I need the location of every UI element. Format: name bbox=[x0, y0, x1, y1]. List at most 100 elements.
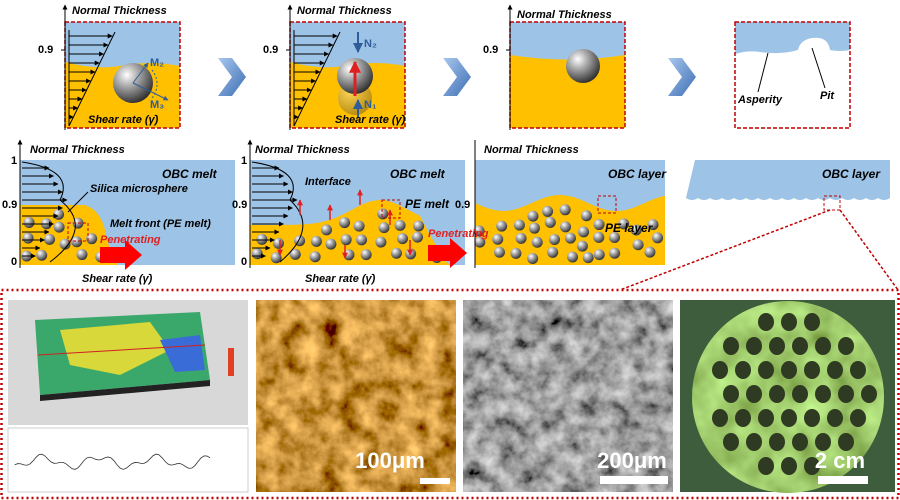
lotus-hole bbox=[746, 385, 762, 403]
annotation: PE melt bbox=[405, 197, 450, 211]
microsphere bbox=[632, 239, 644, 251]
microsphere bbox=[544, 216, 556, 228]
leader bbox=[757, 52, 769, 93]
annotation: Silica microsphere bbox=[90, 183, 188, 195]
flow-label: Penetrating bbox=[100, 234, 161, 246]
microsphere bbox=[71, 236, 83, 248]
tick-label: 0.9 bbox=[483, 44, 498, 56]
force-label: N₂ bbox=[364, 38, 377, 50]
region-label: OBC melt bbox=[162, 167, 218, 181]
region-label: PE layer bbox=[605, 221, 654, 235]
scale-bar bbox=[818, 476, 868, 484]
microsphere bbox=[576, 240, 588, 252]
microsphere bbox=[578, 226, 590, 238]
lotus-hole bbox=[792, 385, 808, 403]
zoom-line bbox=[619, 209, 831, 291]
flow-arrow bbox=[428, 238, 467, 268]
force-label: N₁ bbox=[364, 99, 377, 111]
microsphere bbox=[493, 246, 505, 258]
tick-label: 0.9 bbox=[232, 199, 247, 211]
microsphere bbox=[320, 224, 332, 236]
step-arrow bbox=[218, 58, 246, 96]
lotus-hole bbox=[827, 409, 843, 427]
obc-layer bbox=[686, 160, 890, 200]
lotus-hole bbox=[838, 433, 854, 451]
surface-base bbox=[40, 380, 210, 401]
microsphere bbox=[375, 236, 387, 248]
lotus-hole bbox=[861, 385, 877, 403]
axis-label: Shear rate (γ̇) bbox=[305, 273, 376, 285]
panel-border bbox=[509, 21, 626, 129]
axis-label: Normal Thickness bbox=[255, 144, 350, 156]
tick-label: 0 bbox=[241, 256, 247, 268]
axis-label: Normal Thickness bbox=[517, 9, 612, 21]
profile-trace bbox=[14, 453, 211, 470]
lotus-hole bbox=[838, 385, 854, 403]
feature-label: Pit bbox=[820, 90, 835, 102]
highlight bbox=[597, 195, 617, 214]
microsphere bbox=[86, 233, 98, 245]
lotus-hole bbox=[850, 409, 866, 427]
microsphere bbox=[44, 233, 56, 245]
photo-frame bbox=[0, 288, 900, 500]
photos: 100μm 200μm 2 cm bbox=[0, 288, 900, 500]
microsphere bbox=[53, 208, 65, 220]
line-profile bbox=[7, 427, 249, 493]
microsphere bbox=[515, 232, 527, 244]
lotus-hole bbox=[781, 361, 797, 379]
leader bbox=[67, 191, 89, 213]
microsphere bbox=[593, 219, 605, 231]
highlight bbox=[67, 222, 89, 242]
microsphere bbox=[397, 233, 409, 245]
lotus-hole bbox=[712, 361, 728, 379]
microsphere bbox=[527, 253, 539, 265]
step-arrow bbox=[668, 58, 696, 96]
microsphere bbox=[580, 210, 592, 222]
axis-label: Normal Thickness bbox=[484, 144, 579, 156]
flow-label: Penetrating bbox=[428, 228, 489, 240]
microsphere bbox=[353, 220, 365, 232]
annotation: Interface bbox=[305, 176, 351, 188]
microsphere bbox=[22, 232, 34, 244]
microsphere bbox=[542, 205, 554, 217]
panel-border bbox=[734, 21, 851, 129]
microsphere bbox=[360, 249, 372, 261]
scale-bar-label: 200μm bbox=[597, 448, 667, 473]
highlight bbox=[381, 199, 401, 219]
microsphere bbox=[272, 237, 284, 249]
microsphere bbox=[559, 204, 571, 216]
diagram bbox=[17, 4, 899, 291]
microsphere bbox=[289, 248, 301, 260]
axis-label: Normal Thickness bbox=[30, 144, 125, 156]
lotus-hole bbox=[769, 433, 785, 451]
tick-label: 0 bbox=[11, 256, 17, 268]
microsphere bbox=[510, 247, 522, 259]
microsphere bbox=[23, 217, 35, 229]
flow-arrow bbox=[100, 240, 142, 270]
lotus-hole bbox=[781, 457, 797, 475]
axis-label: Shear rate (γ̇) bbox=[335, 114, 406, 126]
lotus-hole bbox=[735, 361, 751, 379]
tick-label: 0.9 bbox=[38, 44, 53, 56]
highlight bbox=[823, 195, 841, 211]
step-arrow bbox=[443, 58, 471, 96]
microsphere bbox=[528, 222, 540, 234]
lotus-hole bbox=[746, 337, 762, 355]
lotus-hole bbox=[815, 337, 831, 355]
microsphere bbox=[53, 221, 65, 233]
tick-label: 0.9 bbox=[263, 44, 278, 56]
tick-label: 0.9 bbox=[2, 199, 17, 211]
profile-cut bbox=[37, 344, 206, 356]
lotus-hole bbox=[758, 457, 774, 475]
microsphere bbox=[339, 217, 351, 229]
microsphere bbox=[593, 249, 605, 261]
lotus-pod bbox=[692, 301, 884, 493]
lotus-hole bbox=[735, 409, 751, 427]
optical-image bbox=[256, 300, 456, 492]
microsphere bbox=[492, 233, 504, 245]
leader bbox=[811, 47, 826, 89]
surface-map bbox=[160, 335, 205, 372]
surface-map bbox=[60, 322, 170, 375]
microsphere bbox=[356, 234, 368, 246]
scale-bar-label: 100μm bbox=[355, 448, 425, 473]
